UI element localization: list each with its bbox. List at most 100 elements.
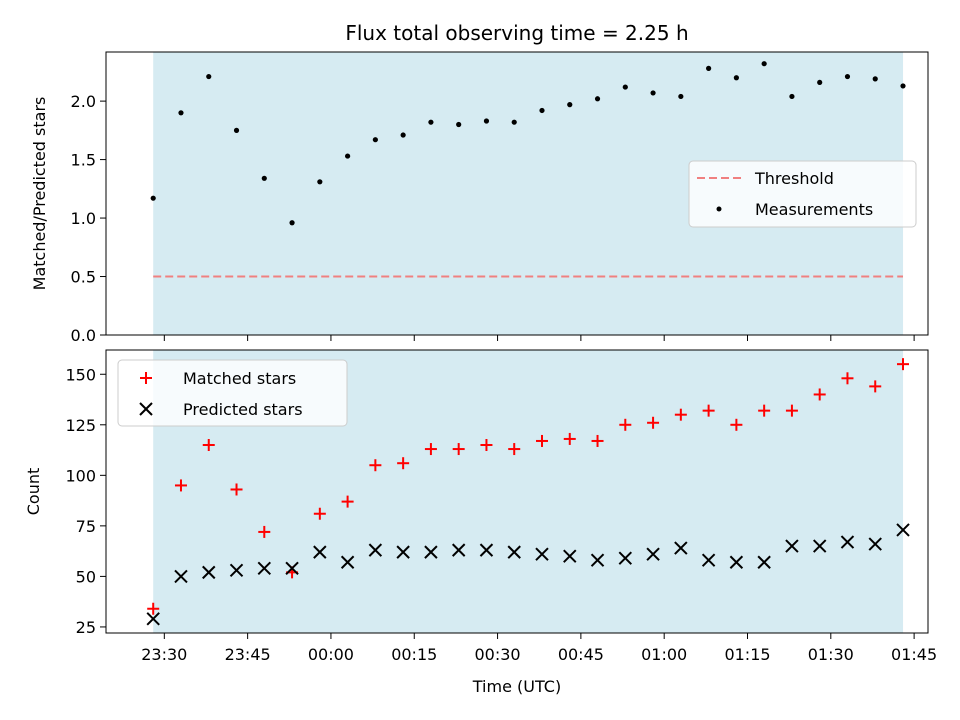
measurement-point [733, 75, 739, 81]
predicted-star-point [146, 612, 160, 626]
predicted-star-point [812, 539, 827, 553]
measurement-point [456, 121, 462, 128]
legend-threshold-label: Threshold [754, 169, 834, 188]
measurement-point [511, 119, 517, 125]
ratio-y-tick-label: 2.0 [71, 92, 96, 111]
measurement-point [872, 76, 878, 82]
ratio-y-tick-label: 1.5 [71, 151, 96, 170]
measurement-point [400, 132, 406, 138]
time-x-tick-label: 00:00 [308, 645, 354, 664]
count-y-tick-label: 25 [76, 618, 96, 637]
predicted-star-point [840, 535, 855, 549]
predicted-star-point [313, 545, 327, 559]
measurement-point [706, 65, 712, 71]
matched-star-point [813, 388, 826, 401]
legend-predicted-swatch [139, 402, 153, 416]
measurement-point [428, 119, 434, 125]
matched-star-point [174, 479, 187, 492]
legend-measurements-label: Measurements [755, 200, 873, 219]
count-points [146, 358, 910, 626]
ratio-y-tick-label: 0.5 [71, 268, 96, 287]
measurement-point [817, 79, 823, 86]
measurement-point [539, 107, 545, 114]
measurement-point [844, 73, 851, 80]
count-y-tick-label: 150 [65, 365, 96, 384]
predicted-star-point [340, 555, 355, 569]
predicted-star-point [285, 561, 299, 576]
count-y-axis-label: Count [24, 468, 43, 516]
measurement-point [567, 102, 573, 108]
count-y-tick-label: 75 [76, 517, 96, 536]
measurement-point [789, 93, 795, 100]
matched-star-point [313, 507, 326, 520]
matched-star-point [258, 525, 271, 538]
measurement-point [261, 175, 267, 181]
matched-star-point [897, 358, 910, 371]
matched-star-point [369, 459, 382, 472]
matched-star-point [869, 380, 882, 393]
ratio-y-ticks: 0.0 0.5 1.0 1.5 2.0 [71, 92, 106, 345]
predicted-star-point [729, 555, 744, 569]
time-x-tick-label: 01:00 [641, 645, 687, 664]
count-panel: 25 50 75 100 125 150 23:30 23:45 00:00 00:15 00:3… [24, 349, 937, 696]
matched-star-point [397, 457, 410, 470]
ratio-y-tick-label: 1.0 [71, 209, 96, 228]
predicted-star-point [535, 547, 549, 561]
legend-predicted-label: Predicted stars [183, 400, 303, 419]
matched-star-point [147, 602, 160, 615]
count-legend: Matched stars Predicted stars [117, 359, 348, 427]
predicted-star-point [396, 545, 410, 559]
measurement-point [622, 84, 628, 90]
time-x-tick-label: 00:45 [558, 645, 604, 664]
count-axes-frame [105, 349, 929, 634]
legend-measurements-swatch [716, 206, 722, 212]
time-x-ticks: 23:30 23:45 00:00 00:15 00:30 00:45 01:00 01:15… [141, 633, 937, 664]
predicted-star-point [785, 539, 799, 553]
measurement-point [317, 179, 323, 185]
measurement-point [372, 137, 378, 143]
matched-star-point [730, 418, 743, 431]
predicted-star-point [701, 553, 716, 567]
matched-star-point [508, 443, 521, 456]
matched-star-point [647, 416, 660, 429]
predicted-star-point [563, 549, 577, 563]
count-y-tick-label: 50 [76, 567, 96, 586]
predicted-star-point [618, 551, 633, 565]
count-y-tick-label: 100 [65, 466, 96, 485]
ratio-panel: 0.00.51.01.52.0 Matched/Predicted stars … [30, 51, 929, 345]
matched-star-point [202, 439, 215, 452]
time-x-tick-label: 01:30 [808, 645, 854, 664]
ratio-x-ticks [163, 335, 915, 341]
time-x-tick-label: 00:15 [391, 645, 437, 664]
ratio-y-tick-label: 0.0 [71, 326, 96, 345]
time-x-axis-label: Time (UTC) [472, 677, 561, 696]
matched-star-point [230, 483, 243, 496]
measurement-point [178, 110, 184, 116]
time-x-tick-label: 01:15 [724, 645, 770, 664]
predicted-star-point [202, 565, 216, 580]
predicted-star-point [451, 543, 466, 557]
predicted-star-point [646, 547, 660, 561]
predicted-star-point [479, 543, 494, 557]
matched-star-point [619, 418, 632, 431]
time-x-tick-label: 23:30 [141, 645, 187, 664]
measurement-point [345, 153, 351, 159]
matched-star-point [341, 495, 354, 508]
measurement-points [150, 61, 906, 226]
predicted-star-point [868, 537, 882, 551]
predicted-star-point [229, 563, 244, 578]
matched-star-point [452, 443, 465, 456]
predicted-star-point [674, 541, 688, 555]
matched-star-point [591, 434, 604, 447]
measurement-point [206, 73, 212, 80]
legend-matched-label: Matched stars [183, 369, 296, 388]
legend-matched-swatch [140, 372, 152, 384]
matched-star-point [480, 439, 493, 452]
ratio-axes-frame [105, 51, 929, 336]
count-y-ticks: 25 50 75 100 125 150 [65, 365, 106, 637]
ratio-legend: Threshold Measurements [688, 160, 917, 228]
time-x-tick-label: 00:30 [475, 645, 521, 664]
matched-star-point [535, 434, 548, 447]
measurement-point [650, 90, 656, 96]
